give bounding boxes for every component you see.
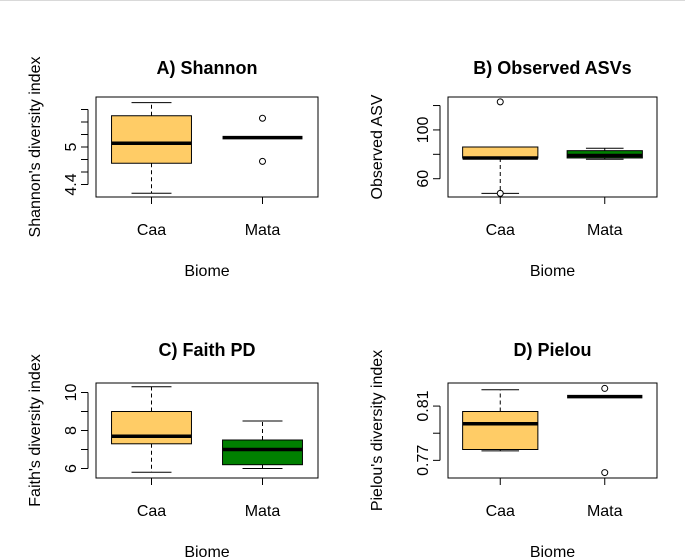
y-tick-label: 8 [63,426,80,435]
box-body [111,115,192,164]
x-tick-label-mata: Mata [587,222,623,239]
x-axis-label: Biome [184,263,229,280]
outlier-point [259,157,266,165]
box-caa [111,102,192,194]
plot-frame [447,382,658,479]
window-top-border [0,0,685,1]
y-axis-label: Observed ASV [369,94,386,199]
panel-c: C) Faith PD Faith's diversity index Biome 6… [27,340,319,558]
box-mata [567,384,643,477]
y-tick-label: 5 [63,142,80,151]
x-axis-label: Biome [530,263,575,280]
y-axis-label: Faith's diversity index [27,354,44,506]
y-tick-label: 0.81 [415,390,432,421]
box-body [222,439,303,466]
plot-frame [95,382,319,479]
box-mata [222,114,303,165]
box-caa [462,389,539,452]
x-tick-label-caa: Caa [486,503,515,520]
x-tick-label-mata: Mata [587,503,623,520]
outlier-point [601,469,609,477]
panel-d: D) Pielou Pielou's diversity index Biome 0.… [369,340,658,558]
panel-title: C) Faith PD [159,340,256,360]
outlier-point [259,114,266,122]
box-mata [222,420,303,469]
panel-title: A) Shannon [157,58,258,78]
panel-title: D) Pielou [513,340,591,360]
y-tick-label: 10 [63,384,80,402]
y-tick-label: 6 [63,464,80,473]
box-caa [462,98,539,197]
plot-frame [95,96,319,198]
panel-b: B) Observed ASVs Observed ASV Biome 60 100 Ca… [369,58,658,280]
box-caa [111,386,192,473]
box-body [462,411,539,450]
y-tick-label: 4.4 [63,173,80,195]
x-axis-label: Biome [530,544,575,558]
panels-group: A) Shannon Shannon's diversity index Biome… [27,57,658,558]
y-axis-label: Shannon's diversity index [27,57,44,238]
box-mata [566,147,643,160]
x-tick-label-mata: Mata [245,503,281,520]
outlier-point [601,384,609,392]
y-tick-label: 100 [415,116,432,143]
y-tick-label: 60 [415,170,432,188]
box-body [111,411,192,445]
x-tick-label-caa: Caa [486,222,515,239]
x-tick-label-mata: Mata [245,222,281,239]
x-tick-label-caa: Caa [137,222,166,239]
x-axis-label: Biome [184,544,229,558]
outlier-point [496,189,504,197]
y-axis-label: Pielou's diversity index [369,350,386,511]
x-tick-label-caa: Caa [137,503,166,520]
plot-frame [447,96,658,198]
outlier-point [496,98,504,106]
y-tick-label: 0.77 [415,445,432,476]
panel-a: A) Shannon Shannon's diversity index Biome… [27,57,319,280]
panel-title: B) Observed ASVs [473,58,631,78]
